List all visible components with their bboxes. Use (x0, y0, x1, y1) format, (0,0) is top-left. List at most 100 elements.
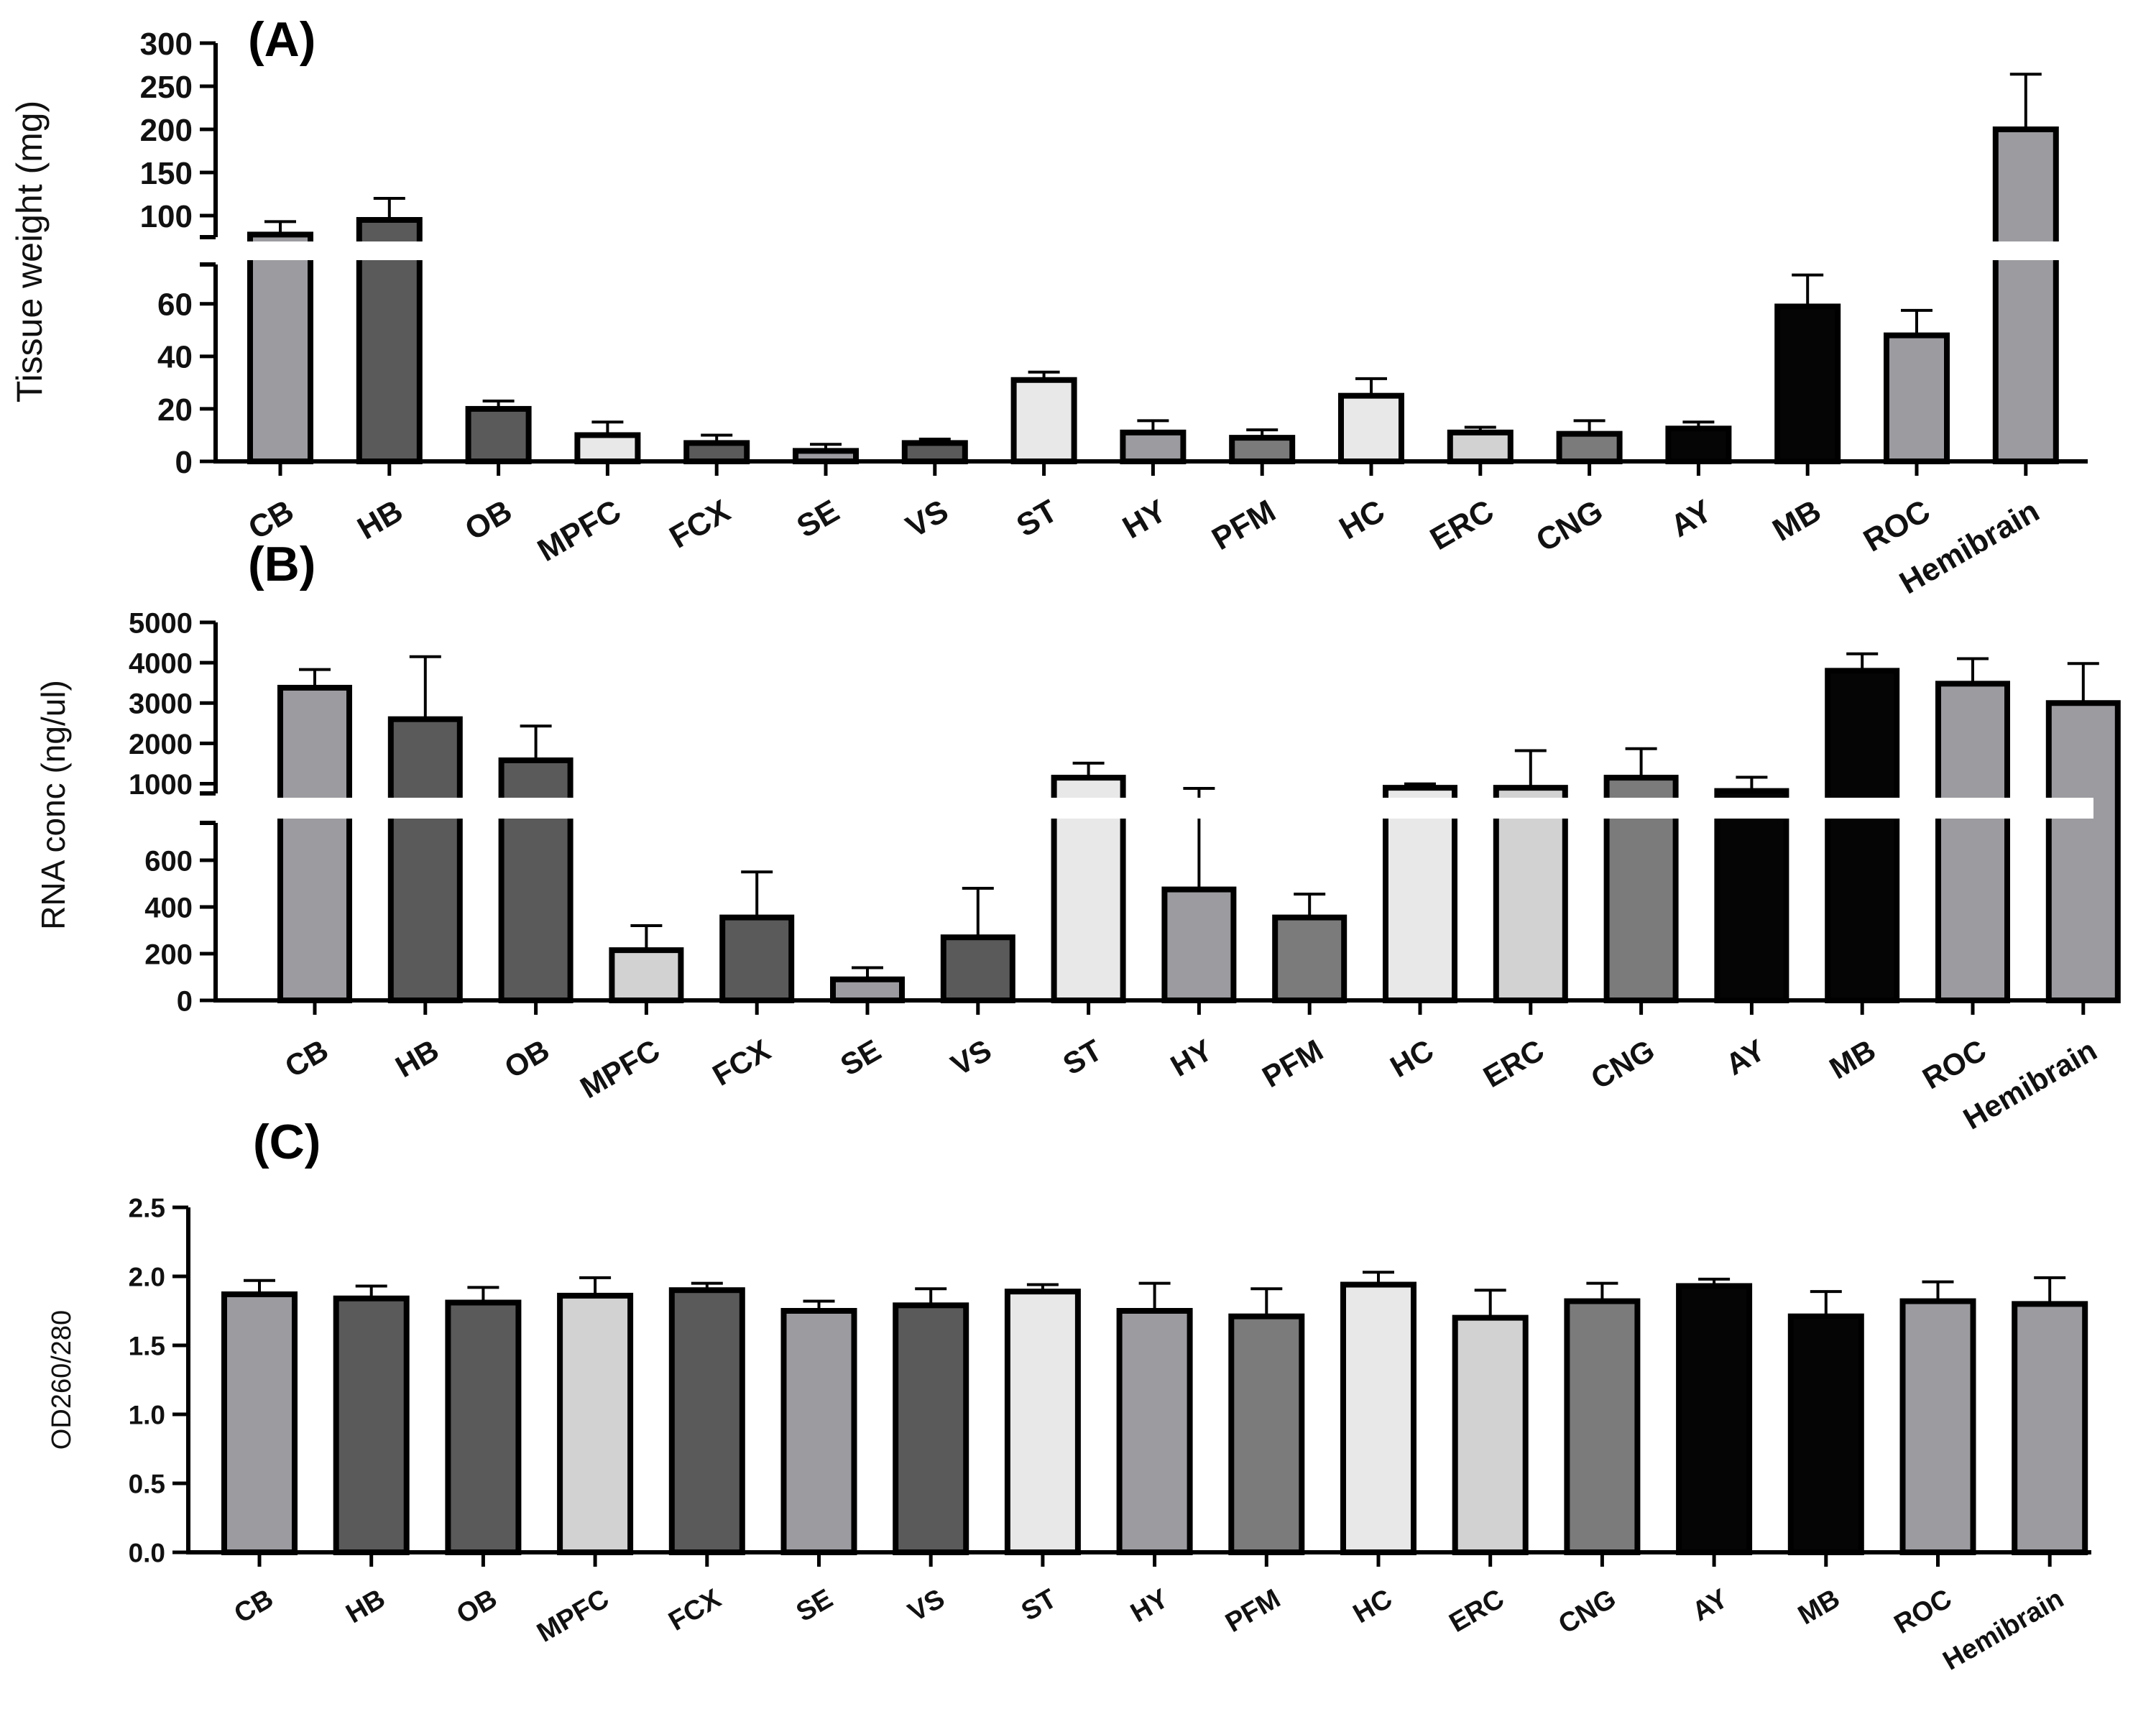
category-label-hy: HY (1125, 1583, 1174, 1629)
panel-a-tissue-weight: (A) Tissue weight (mg) 0 20 40 60 100 150 200 250… (9, 12, 2093, 601)
category-label-ay: AY (1664, 493, 1718, 544)
y-axis-title: OD260/280 (47, 1310, 77, 1450)
axis-break-gap (221, 241, 2093, 260)
y-tick-label: 20 (157, 392, 193, 428)
bar-vs (901, 440, 968, 465)
y-tick-label: 2.5 (129, 1193, 165, 1222)
bar-pfm (1229, 435, 1296, 464)
category-label-hb: HB (341, 1583, 391, 1629)
y-tick-label: 250 (140, 70, 193, 105)
bar-fcx (668, 1287, 745, 1555)
category-label-mpfc: MPFC (532, 493, 627, 568)
y-tick-label: 1.5 (129, 1331, 165, 1360)
bar-se (830, 976, 905, 1003)
y-tick-label: 0.5 (129, 1469, 165, 1498)
category-label-fcx: FCX (706, 1033, 775, 1092)
bar-ob (498, 757, 573, 1003)
category-label-cng: CNG (1585, 1033, 1660, 1095)
bar-ay (1665, 425, 1732, 464)
bar-mpfc (574, 432, 641, 465)
bar-erc (1447, 429, 1514, 465)
bar-ay (1714, 788, 1789, 1003)
y-tick-label: 60 (157, 287, 193, 323)
category-label-vs: VS (900, 493, 954, 545)
bar-mb (1774, 303, 1841, 464)
category-label-ob: OB (499, 1033, 555, 1084)
bar-mb (1825, 668, 1900, 1004)
bar-ob (445, 1299, 522, 1555)
category-label-st: ST (1010, 493, 1063, 544)
y-tick-label: 400 (144, 892, 193, 923)
y-tick-label: 200 (144, 939, 193, 970)
category-label-fcx: FCX (663, 493, 736, 555)
y-tick-label: 300 (140, 27, 193, 62)
category-label-hy: HY (1117, 493, 1172, 545)
y-tick-label: 150 (140, 156, 193, 191)
category-label-vs: VS (903, 1583, 950, 1628)
y-tick-label: 0 (175, 445, 193, 480)
bar-roc (1935, 681, 2010, 1003)
category-label-pfm: PFM (1206, 493, 1281, 557)
category-label-hb: HB (390, 1033, 444, 1084)
category-label-erc: ERC (1445, 1583, 1509, 1638)
y-axis-title: Tissue weight (mg) (9, 101, 50, 402)
bar-fcx (683, 440, 750, 465)
category-label-cng: CNG (1554, 1583, 1621, 1640)
y-tick-label: 2.0 (129, 1262, 165, 1291)
category-label-mb: MB (1793, 1583, 1845, 1631)
category-label-ay: AY (1720, 1033, 1771, 1082)
bar-pfm (1228, 1313, 1305, 1556)
category-label-erc: ERC (1424, 493, 1500, 557)
category-label-se: SE (791, 1583, 838, 1628)
y-tick-label: 1000 (129, 769, 193, 801)
bar-st (1004, 1289, 1081, 1555)
category-label-pfm: PFM (1256, 1033, 1328, 1094)
axis-break-gap (221, 798, 2093, 819)
category-label-ob: OB (452, 1583, 502, 1630)
category-label-mb: MB (1766, 493, 1827, 548)
category-label-st: ST (1016, 1583, 1061, 1627)
category-label-mb: MB (1824, 1033, 1881, 1085)
category-label-hc: HC (1333, 493, 1391, 546)
y-tick-label: 3000 (129, 688, 193, 720)
y-tick-label: 200 (140, 113, 193, 148)
category-label-hc: HC (1348, 1583, 1398, 1629)
bar-hemibrain (2012, 1301, 2088, 1556)
bar-hc (1340, 1281, 1416, 1556)
bar-mb (1787, 1313, 1864, 1556)
y-tick-label: 0 (177, 985, 193, 1017)
y-axis-title: RNA conc (ng/ul) (34, 680, 72, 930)
bar-hc (1383, 785, 1457, 1003)
category-label-st: ST (1057, 1033, 1107, 1082)
panel-label: (C) (253, 1115, 321, 1169)
category-label-roc: ROC (1917, 1033, 1991, 1095)
bar-ay (1676, 1283, 1753, 1555)
bar-hy (1120, 429, 1187, 465)
bar-cb (247, 231, 313, 464)
category-label-roc: ROC (1858, 493, 1936, 558)
category-label-cb: CB (279, 1033, 333, 1084)
bar-hc (1338, 392, 1404, 465)
y-tick-label: 2000 (129, 729, 193, 760)
bar-hy (1116, 1308, 1193, 1555)
panel-label: (A) (248, 12, 315, 67)
category-label-se: SE (791, 493, 845, 545)
y-tick-label: 0.0 (129, 1538, 165, 1567)
bar-fcx (719, 914, 795, 1003)
panel-label: (B) (248, 537, 315, 591)
bar-cng (1556, 430, 1623, 465)
category-label-cb: CB (229, 1583, 279, 1629)
bar-hb (333, 1295, 410, 1555)
category-label-hemibrain: Hemibrain (1938, 1583, 2069, 1676)
y-tick-label: 1.0 (129, 1400, 165, 1429)
category-label-cng: CNG (1530, 493, 1608, 558)
bar-hb (387, 716, 463, 1003)
y-tick-label: 600 (144, 845, 193, 877)
category-label-pfm: PFM (1220, 1583, 1285, 1638)
bar-erc (1452, 1314, 1529, 1555)
y-tick-label: 100 (140, 199, 193, 234)
bar-ob (465, 405, 532, 465)
category-label-mpfc: MPFC (532, 1583, 614, 1648)
bar-cb (221, 1291, 298, 1555)
bar-se (780, 1308, 857, 1555)
